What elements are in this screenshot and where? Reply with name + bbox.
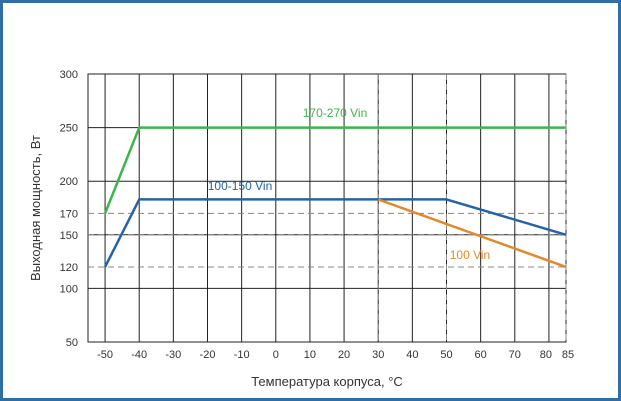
x-tick-label: 20 — [338, 349, 350, 361]
y-tick-label: 170 — [60, 208, 78, 220]
series-label-2: 100 Vin — [450, 248, 490, 262]
series-labels: 170-270 Vin 100-150 Vin 100 Vin — [208, 106, 490, 262]
y-tick-label: 50 — [66, 337, 78, 349]
x-tick-label: -30 — [165, 349, 181, 361]
series-line-0 — [103, 126, 566, 214]
x-tick-label: -20 — [200, 349, 216, 361]
reference-lines — [88, 74, 567, 342]
y-tick-label: 250 — [60, 123, 78, 135]
x-tick-label: 30 — [372, 349, 384, 361]
x-tick-label: -40 — [131, 349, 147, 361]
y-tick-label: 200 — [60, 176, 78, 188]
x-tick-label: 85 — [562, 349, 574, 361]
series-label-1: 100-150 Vin — [208, 179, 273, 193]
series-lines — [103, 126, 567, 269]
x-tick-label: 60 — [475, 349, 487, 361]
y-tick-label: 100 — [60, 283, 78, 295]
x-tick-label: 70 — [509, 349, 521, 361]
x-tick-label: 0 — [273, 349, 279, 361]
x-tick-label: 80 — [540, 349, 552, 361]
series-line-1 — [103, 198, 567, 268]
tick-labels: -50 -40 -30 -20 -10 0 10 20 30 40 50 60 70 80 85 50 100 1… — [60, 69, 574, 361]
series-line-2 — [377, 198, 567, 269]
x-axis-title: Температура корпуса, °C — [251, 374, 403, 389]
x-tick-label: 40 — [406, 349, 418, 361]
x-tick-label: 10 — [304, 349, 316, 361]
x-tick-label: -50 — [97, 349, 113, 361]
y-tick-label: 300 — [60, 69, 78, 81]
x-tick-label: 50 — [440, 349, 452, 361]
y-tick-label: 120 — [60, 262, 78, 274]
series-label-0: 170-270 Vin — [303, 106, 368, 120]
y-tick-label: 150 — [60, 230, 78, 242]
y-axis-title: Выходная мощность, Вт — [28, 135, 43, 281]
x-tick-label: -10 — [234, 349, 250, 361]
